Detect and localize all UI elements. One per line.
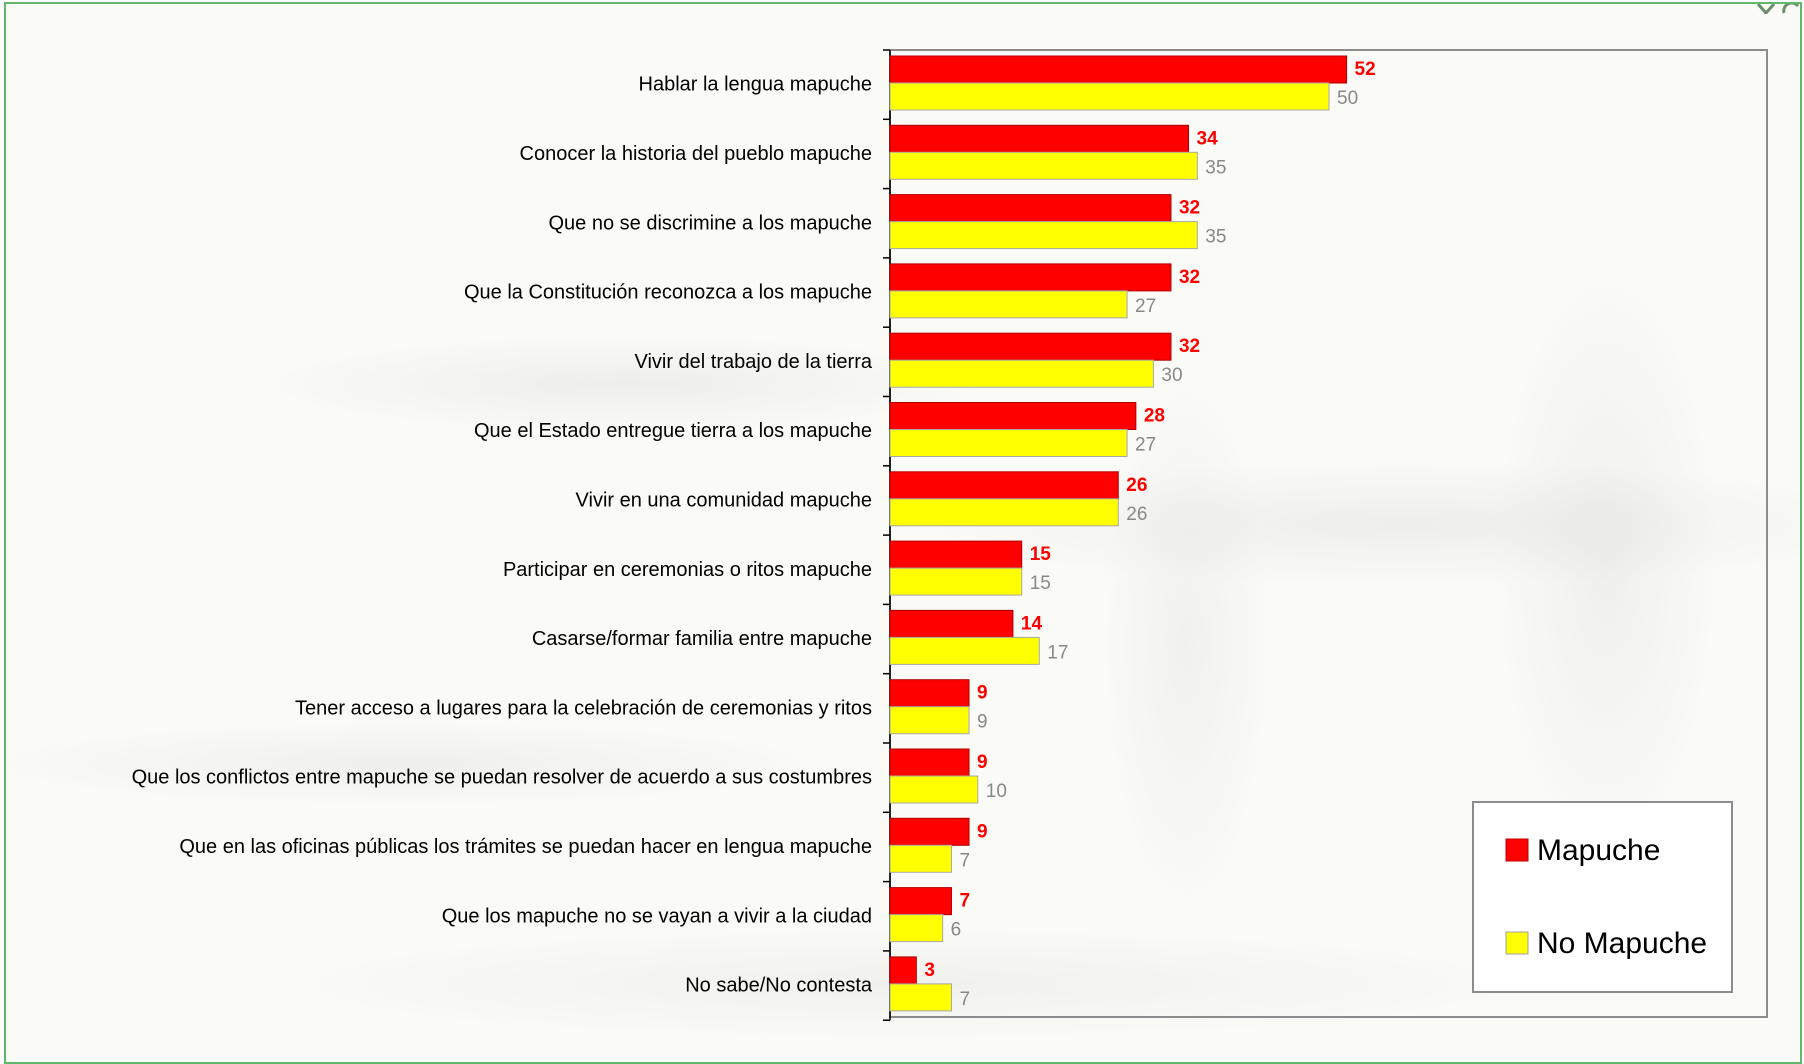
bar-no-mapuche: [889, 914, 944, 943]
bar-mapuche: [889, 817, 970, 846]
value-label-mapuche: 34: [1197, 128, 1219, 149]
bar-no-mapuche: [889, 82, 1330, 111]
value-label-mapuche: 3: [924, 960, 935, 981]
bar-no-mapuche: [889, 429, 1128, 457]
value-label-no-mapuche: 15: [1030, 573, 1051, 594]
category-label: Vivir del trabajo de la tierra: [634, 351, 872, 373]
bar-no-mapuche: [889, 636, 1040, 665]
value-label-mapuche: 9: [977, 821, 988, 842]
chart-frame: [4, 2, 1802, 1064]
value-label-no-mapuche: 50: [1337, 88, 1358, 109]
bars: [889, 55, 1348, 1012]
bar-mapuche: [889, 194, 1172, 223]
bar-mapuche: [889, 609, 1014, 638]
bar-no-mapuche: [889, 498, 1119, 527]
bar-no-mapuche: [889, 983, 952, 1012]
bar-mapuche: [889, 887, 952, 916]
category-label: Vivir en una comunidad mapuche: [576, 489, 872, 511]
category-labels: Hablar la lengua mapuche Conocer la histo…: [132, 74, 873, 997]
bar-no-mapuche: [889, 567, 1023, 596]
category-label: Que los mapuche no se vayan a vivir a la…: [442, 905, 872, 927]
category-label: No sabe/No contesta: [685, 975, 873, 997]
category-label: Que el Estado entregue tierra a los mapu…: [474, 420, 872, 442]
category-label: Que no se discrimine a los mapuche: [549, 212, 873, 234]
value-label-mapuche: 9: [977, 752, 988, 773]
category-label: Casarse/formar familia entre mapuche: [532, 628, 872, 650]
value-label-no-mapuche: 35: [1205, 227, 1226, 248]
bar-mapuche: [889, 402, 1137, 430]
bar-mapuche: [889, 956, 917, 985]
value-label-mapuche: 26: [1126, 475, 1147, 496]
value-label-mapuche: 15: [1030, 544, 1052, 565]
value-label-no-mapuche: 35: [1205, 157, 1226, 178]
bar-no-mapuche: [889, 844, 952, 873]
value-label-mapuche: 28: [1144, 406, 1165, 427]
corner-logo-fragment: [1756, 4, 1800, 14]
value-label-mapuche: 32: [1179, 267, 1200, 288]
bar-mapuche: [889, 471, 1119, 500]
bar-mapuche: [889, 124, 1190, 153]
value-label-no-mapuche: 7: [959, 989, 970, 1010]
legend-label-no-mapuche: No Mapuche: [1537, 927, 1707, 960]
value-label-mapuche: 32: [1179, 336, 1200, 357]
bar-no-mapuche: [889, 775, 979, 804]
category-label: Conocer la historia del pueblo mapuche: [520, 143, 872, 165]
value-label-no-mapuche: 27: [1135, 435, 1156, 456]
category-label: Hablar la lengua mapuche: [639, 74, 873, 96]
bar-no-mapuche: [889, 359, 1154, 388]
bar-mapuche: [889, 263, 1172, 292]
value-label-no-mapuche: 30: [1161, 365, 1182, 386]
legend-box: [1472, 801, 1733, 993]
value-label-no-mapuche: 7: [959, 850, 970, 871]
value-label-mapuche: 9: [977, 683, 988, 704]
value-label-mapuche: 32: [1179, 198, 1200, 219]
bar-no-mapuche: [889, 290, 1128, 319]
bar-no-mapuche: [889, 221, 1198, 250]
value-label-mapuche: 14: [1021, 613, 1043, 634]
y-axis: [883, 49, 891, 1021]
value-label-no-mapuche: 27: [1135, 296, 1156, 317]
value-label-no-mapuche: 10: [986, 781, 1007, 802]
value-label-no-mapuche: 26: [1126, 504, 1147, 525]
category-label: Que en las oficinas públicas los trámite…: [179, 836, 872, 858]
bar-mapuche: [889, 55, 1348, 84]
bar-mapuche: [889, 679, 970, 708]
value-label-mapuche: 7: [959, 891, 970, 912]
bar-mapuche: [889, 540, 1023, 569]
bar-no-mapuche: [889, 151, 1198, 180]
legend-swatch-no-mapuche: [1505, 931, 1529, 955]
category-label: Tener acceso a lugares para la celebraci…: [295, 697, 872, 719]
legend: Mapuche No Mapuche: [1472, 801, 1733, 993]
value-label-no-mapuche: 9: [977, 712, 988, 733]
value-label-no-mapuche: 6: [951, 920, 962, 941]
category-label: Que la Constitución reconozca a los mapu…: [464, 282, 872, 304]
category-label: Que los conflictos entre mapuche se pued…: [132, 767, 872, 789]
bar-no-mapuche: [889, 706, 970, 735]
value-labels: 5250343532353227323028272626151514179991…: [924, 59, 1375, 1010]
bar-mapuche: [889, 748, 970, 777]
value-label-no-mapuche: 17: [1047, 642, 1068, 663]
legend-label-mapuche: Mapuche: [1537, 834, 1660, 867]
category-label: Participar en ceremonias o ritos mapuche: [503, 559, 872, 581]
value-label-mapuche: 52: [1355, 59, 1376, 80]
legend-swatch-mapuche: [1505, 838, 1529, 862]
bar-mapuche: [889, 332, 1172, 361]
